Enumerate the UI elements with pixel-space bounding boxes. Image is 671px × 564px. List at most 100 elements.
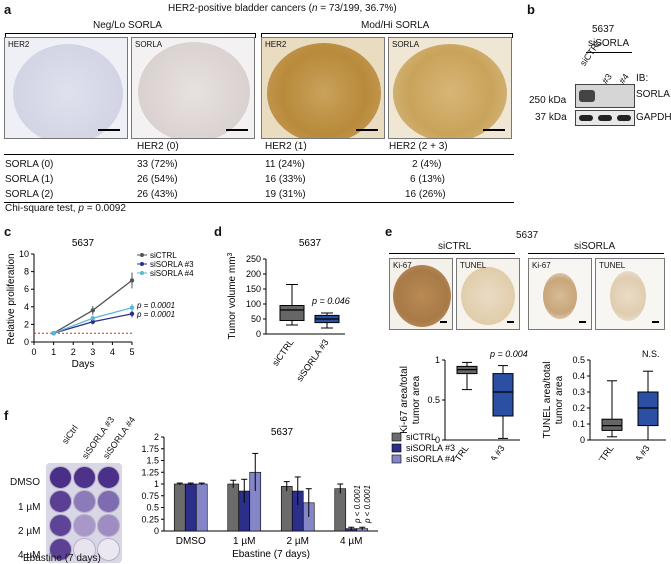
chart-title: 5637	[299, 238, 322, 249]
bracket	[528, 253, 664, 254]
ihc-label: SORLA	[392, 40, 420, 49]
bar	[334, 488, 347, 532]
blot-rule	[586, 52, 632, 53]
table-rule	[4, 154, 514, 155]
y-tick-label: 0	[256, 329, 261, 339]
x-tick-label: siCTRL	[590, 443, 615, 460]
plate-well	[73, 514, 96, 537]
panel-e-cell-line: 5637	[516, 230, 539, 241]
data-point	[90, 308, 96, 313]
blot-cell-line: 5637	[592, 24, 615, 35]
scale-bar	[507, 321, 514, 323]
ihc-label: SORLA	[135, 40, 163, 49]
data-point	[90, 319, 96, 324]
scale-bar	[440, 321, 447, 323]
table-rule	[4, 202, 514, 203]
plate-well	[73, 538, 96, 561]
y-tick-label: 0	[580, 435, 585, 445]
y-tick-label: 1	[154, 479, 159, 489]
legend-marker	[140, 262, 144, 266]
box	[637, 391, 659, 427]
bar	[195, 483, 208, 532]
plate-well	[49, 538, 72, 561]
legend-label: siSORLA #3	[406, 443, 455, 453]
y-axis-label: Relative proliferation	[6, 253, 17, 344]
ihc-ki67-sorla: Ki-67	[528, 258, 592, 330]
table-cell: 33 (72%)	[137, 159, 178, 170]
x-tick-label: 0	[31, 347, 36, 357]
box	[279, 305, 305, 321]
crystal-violet-plate	[46, 463, 122, 563]
p-value: N.S.	[642, 349, 660, 359]
bar	[280, 486, 293, 532]
table-cell: 26 (54%)	[137, 174, 178, 185]
plate-well	[97, 490, 120, 513]
y-tick-label: 200	[246, 269, 261, 279]
y-tick-label: 0.4	[572, 371, 585, 381]
table-cell: 19 (31%)	[265, 189, 306, 200]
plate-row-label: 2 µM	[18, 526, 41, 537]
legend-label: siCTRL	[406, 432, 436, 442]
ihc-image-sorla-pos: SORLA	[388, 37, 512, 139]
group-siSORLA: siSORLA	[574, 241, 616, 252]
y-tick-label: 2	[24, 319, 29, 329]
panel-f-label: f	[4, 408, 9, 423]
blot-sirna: siSORLA	[588, 38, 630, 49]
ihc-label: HER2	[8, 40, 30, 49]
plate-col-label: siCtrl	[60, 423, 80, 446]
plate-well	[73, 490, 96, 513]
plate-well	[97, 538, 120, 561]
y-tick-label: 0.5	[146, 503, 159, 513]
bracket-tick	[255, 33, 256, 38]
ihc-image-her2-pos: HER2	[261, 37, 385, 139]
legend-marker	[140, 253, 144, 257]
y-tick-label: 2	[154, 432, 159, 442]
plate-caption: Ebastine (7 days)	[23, 553, 101, 564]
bracket-mod-hi	[261, 33, 513, 34]
y-tick-label: 0.2	[572, 403, 585, 413]
table-cell: SORLA (0)	[5, 159, 54, 170]
legend-label: siSORLA #4	[150, 269, 194, 278]
y-tick-label: 10	[19, 249, 29, 259]
table-cell: 2 (4%)	[412, 159, 442, 170]
y-tick-label: 150	[246, 284, 261, 294]
panel-b-label: b	[527, 2, 535, 17]
x-tick-label: 1	[51, 347, 56, 357]
y-tick-label: 0	[24, 337, 29, 347]
ihc-label: Ki-67	[532, 261, 551, 270]
y-tick-label: 0.25	[141, 514, 159, 524]
plate-row-label: 4 µM	[18, 550, 41, 561]
y-tick-label: 0	[435, 435, 440, 445]
box	[492, 373, 514, 417]
ihc-label: TUNEL	[460, 261, 487, 270]
p-value: p = 0.0001	[136, 310, 175, 319]
marker-250: 250 kDa	[529, 95, 567, 106]
chart-title: 5637	[271, 427, 294, 438]
ihc-tunel-sorla: TUNEL	[595, 258, 665, 330]
y-tick-label: 1.5	[146, 456, 159, 466]
table-cell: SORLA (2)	[5, 189, 54, 200]
ihc-ki67-ctrl: Ki-67	[389, 258, 453, 330]
chart-title: 5637	[72, 238, 95, 249]
y-axis-label: TUNEL area/total	[542, 362, 553, 439]
y-axis-label: Tumor volume mm3	[227, 252, 239, 339]
table-cell: 6 (13%)	[410, 174, 446, 185]
bar	[227, 483, 240, 532]
band-gapdh: GAPDH	[636, 112, 671, 123]
data-point	[129, 278, 135, 283]
group-neg-lo-label: Neg/Lo SORLA	[93, 20, 162, 31]
legend-label: siCTRL	[150, 251, 177, 260]
plate-well	[97, 466, 120, 489]
blot-gapdh	[575, 110, 635, 126]
panel-e-label: e	[385, 224, 393, 239]
bracket-tick	[5, 33, 6, 38]
table-cell: 26 (43%)	[137, 189, 178, 200]
y-tick-label: 4	[24, 302, 29, 312]
panel-c-label: c	[4, 224, 12, 239]
viability-chart: 5637 0 0.250.5 0.75 1 1.251.5 1.75 2 DMSO 1 µM 2 µ…	[141, 427, 455, 560]
y-tick-label: 1.25	[141, 467, 159, 477]
y-tick-label: 0.5	[572, 355, 585, 365]
